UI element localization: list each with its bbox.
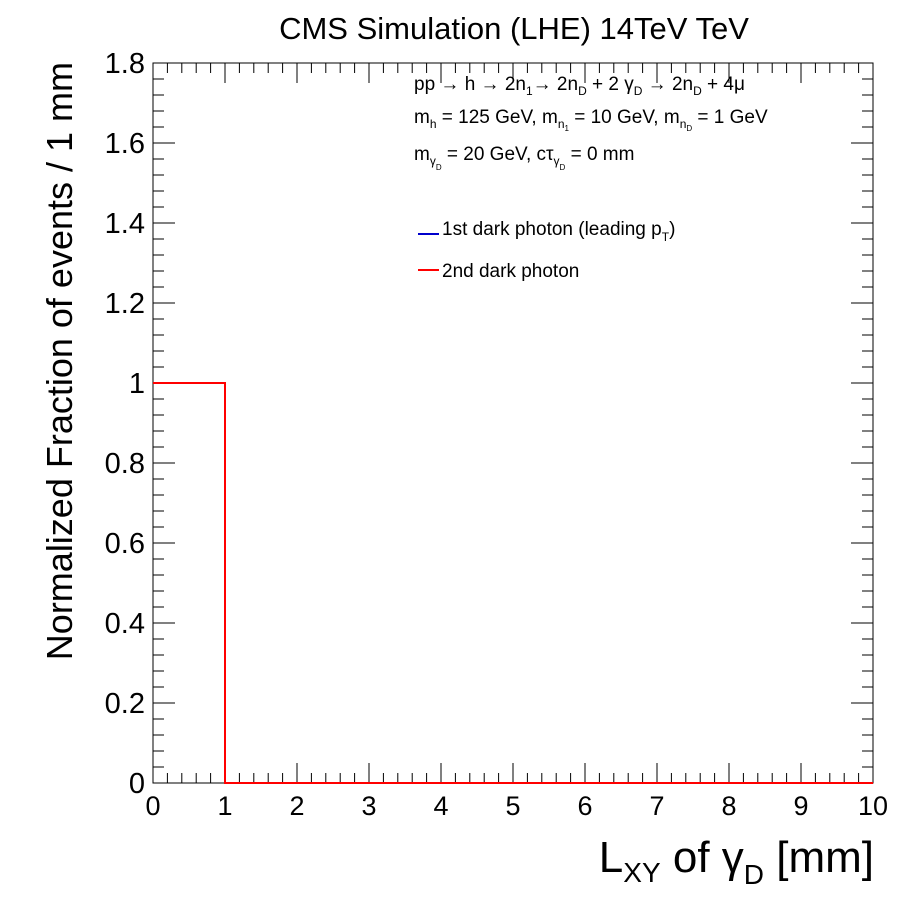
chart-title: CMS Simulation (LHE) 14TeV TeV xyxy=(279,11,749,46)
series-line-2nd-dark-photon xyxy=(153,382,873,784)
y-tick-label: 0.4 xyxy=(105,608,145,640)
x-tick-label: 0 xyxy=(145,791,160,821)
histogram-series xyxy=(153,382,873,784)
x-tick-label: 6 xyxy=(577,791,592,821)
series-line-1st-dark-photon xyxy=(153,382,873,784)
x-tick-label: 9 xyxy=(793,791,808,821)
x-tick-label: 8 xyxy=(721,791,736,821)
plot-frame xyxy=(152,62,874,784)
x-tick-label: 2 xyxy=(289,791,304,821)
dark-photon-annotation: mγD = 20 GeV, cτγD = 0 mm xyxy=(414,144,634,172)
y-tick-label: 0.6 xyxy=(105,528,145,560)
y-tick-label: 0.8 xyxy=(105,448,145,480)
legend-label-2nd: 2nd dark photon xyxy=(442,261,579,282)
y-tick-label: 1.8 xyxy=(105,48,145,80)
y-tick-label: 0 xyxy=(129,768,145,800)
legend-label-1st: 1st dark photon (leading pT) xyxy=(442,219,675,244)
x-tick-label: 10 xyxy=(858,791,888,821)
axis-tick-labels: 0 1 2 3 4 5 6 7 8 9 10 0 0.2 0.4 0.6 0.8 1 1.2 1.4 1.6 1.8 xyxy=(105,48,888,821)
process-annotation: pp → h → 2n1→ 2nD + 2 γD → 2nD + 4μ xyxy=(414,74,745,98)
y-tick-label: 1.4 xyxy=(105,208,145,240)
y-axis-label: Normalized Fraction of events / 1 mm xyxy=(39,62,80,660)
y-tick-label: 0.2 xyxy=(105,688,145,720)
axis-ticks xyxy=(152,62,874,784)
mass-annotation: mh = 125 GeV, mn1 = 10 GeV, mnD = 1 GeV xyxy=(414,107,768,133)
x-tick-label: 7 xyxy=(649,791,664,821)
x-tick-label: 3 xyxy=(361,791,376,821)
y-tick-label: 1.6 xyxy=(105,128,145,160)
y-tick-label: 1 xyxy=(129,368,145,400)
x-tick-label: 4 xyxy=(433,791,448,821)
legend: 1st dark photon (leading pT) 2nd dark ph… xyxy=(418,219,675,282)
x-axis-label: LXY of γD [mm] xyxy=(599,833,874,890)
x-tick-label: 1 xyxy=(217,791,232,821)
x-tick-label: 5 xyxy=(505,791,520,821)
y-tick-label: 1.2 xyxy=(105,288,145,320)
